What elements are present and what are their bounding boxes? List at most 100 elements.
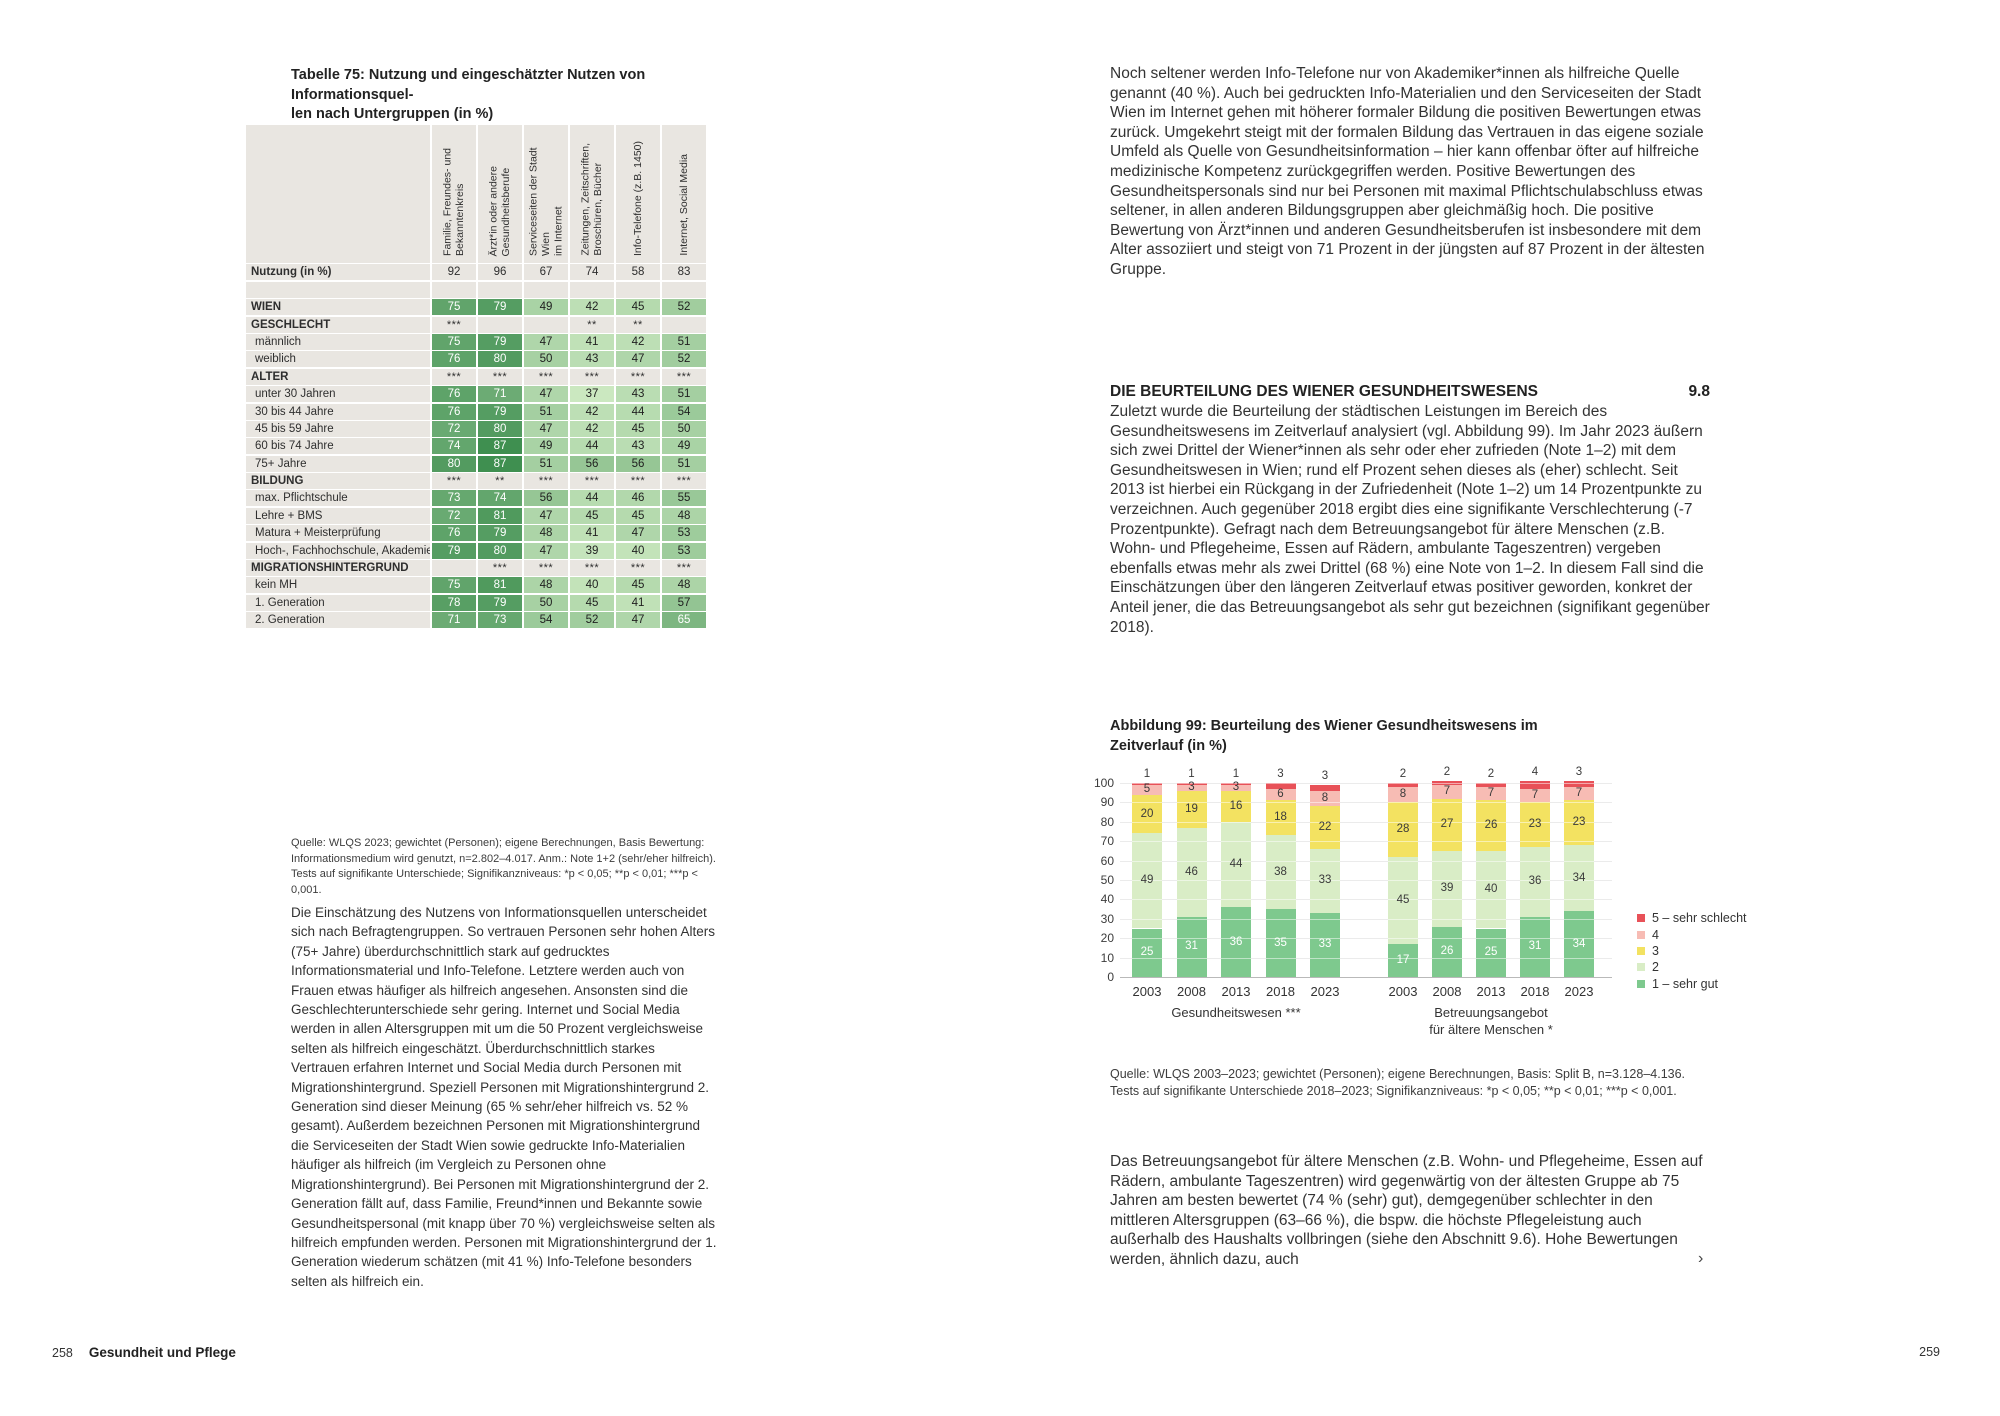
- bar-value-label: 20: [1140, 807, 1154, 820]
- group-label-line1: Gesundheitswesen ***: [1171, 1005, 1301, 1020]
- table-cell: [662, 316, 706, 333]
- bar-value-label: 18: [1274, 811, 1287, 824]
- gridline-overlay: [1120, 938, 1612, 940]
- bar-value-label: 2: [1399, 768, 1407, 780]
- x-axis-year-label: 2008: [1432, 984, 1462, 999]
- table-row-label: männlich: [246, 333, 430, 350]
- table-cell: 56: [616, 455, 660, 472]
- bar-value-label: 25: [1484, 946, 1498, 959]
- table-cell: 49: [524, 299, 568, 316]
- right-paragraph-2: Zuletzt wurde die Beurteilung der städti…: [1110, 403, 1710, 636]
- bar-value-label: 34: [1572, 937, 1586, 950]
- table-cell: 47: [616, 525, 660, 542]
- bar-value-label: 27: [1440, 818, 1454, 831]
- table-cell: **: [570, 316, 614, 333]
- table-column-header-label: Familie, Freundes- und Bekanntenkreis: [441, 148, 467, 256]
- gridline-overlay: [1120, 880, 1612, 881]
- table-cell: 49: [524, 438, 568, 455]
- table-cell: 56: [570, 455, 614, 472]
- bar-value-label: 4: [1531, 766, 1539, 779]
- table-cell: 50: [524, 594, 568, 611]
- table-cell: 44: [570, 438, 614, 455]
- bar-value-label: 49: [1140, 874, 1154, 887]
- bar-segment: [1265, 788, 1296, 801]
- table-cell: ***: [524, 473, 568, 490]
- figure-title: Abbildung 99: Beurteilung des Wiener Ges…: [1110, 717, 1590, 756]
- table-cell: 54: [662, 403, 706, 420]
- bar-segment: [1520, 916, 1550, 977]
- right-paragraph-3: Das Betreuungsangebot für ältere Mensche…: [1110, 1153, 1703, 1268]
- table-cell: [478, 316, 522, 333]
- y-axis-tick-label: 100: [1093, 776, 1114, 790]
- table-cell: 37: [570, 386, 614, 403]
- legend-label: 5 – sehr schlecht: [1652, 911, 1747, 926]
- bar-segment: [1432, 850, 1462, 927]
- table-cell: 78: [432, 594, 476, 611]
- bar-value-label: 22: [1318, 821, 1332, 834]
- figure-source-note: Quelle: WLQS 2003–2023; gewichtet (Perso…: [1110, 1067, 1686, 1098]
- bar-segment: [1265, 835, 1296, 910]
- table-column-header: Info-Telefone (z.B. 1450): [616, 125, 660, 263]
- table-cell: 47: [524, 542, 568, 559]
- table-cell: 75: [432, 299, 476, 316]
- bar-value-label: 1: [1188, 768, 1195, 780]
- bar-value-label: 38: [1274, 865, 1287, 878]
- bar-value-label: 36: [1528, 875, 1542, 888]
- table-cell: 43: [570, 351, 614, 368]
- bar-segment: [1388, 783, 1418, 787]
- table-cell: 51: [662, 333, 706, 350]
- table-cell: 58: [616, 264, 660, 281]
- bar-segment: [1476, 928, 1506, 977]
- legend-label: 1 – sehr gut: [1652, 976, 1719, 991]
- table-row-label: Lehre + BMS: [246, 507, 430, 524]
- bar-segment: [1388, 802, 1418, 857]
- table-cell: 45: [616, 577, 660, 594]
- table-cell: 48: [524, 577, 568, 594]
- table-cell: ***: [616, 368, 660, 385]
- table-cell: 76: [432, 386, 476, 403]
- table-cell: 51: [524, 403, 568, 420]
- bar-segment: [1520, 802, 1550, 847]
- bar-value-label: 33: [1318, 938, 1332, 951]
- bar-value-label: 8: [1321, 792, 1329, 805]
- table-cell: ***: [432, 473, 476, 490]
- bar-segment: [1221, 907, 1251, 977]
- bar-value-label: 34: [1572, 871, 1586, 884]
- table-cell: 45: [616, 507, 660, 524]
- table-column-header: Serviceseiten der Stadt Wien im Internet: [524, 125, 568, 263]
- table-title: Tabelle 75: Nutzung und eingeschätzter N…: [291, 66, 721, 125]
- table-row-label: Matura + Meisterprüfung: [246, 525, 430, 542]
- bar-value-label: 7: [1443, 785, 1451, 798]
- table-row-label: Nutzung (in %): [246, 264, 430, 281]
- table-cell: 42: [570, 299, 614, 316]
- bar-segment: [1476, 783, 1506, 787]
- table-cell: 73: [478, 612, 522, 629]
- table-cell: 47: [524, 333, 568, 350]
- bar-segment: [1432, 781, 1462, 785]
- table-cell: ***: [570, 473, 614, 490]
- bar-segment: [1221, 784, 1251, 791]
- table-cell: 47: [616, 612, 660, 629]
- y-axis-tick-label: 30: [1100, 911, 1114, 926]
- section-heading: DIE BEURTEILUNG DES WIENER GESUNDHEITSWE…: [1110, 383, 1539, 400]
- x-axis-year-label: 2018: [1266, 984, 1295, 999]
- table-cell: 52: [570, 612, 614, 629]
- gridline-overlay: [1120, 802, 1612, 804]
- y-axis-tick-label: 0: [1107, 970, 1114, 984]
- table-row-label: WIEN: [246, 299, 430, 316]
- footer-section-title: Gesundheit und Pflege: [88, 1345, 236, 1360]
- legend-item: 1 – sehr gut: [1637, 976, 1747, 992]
- table-cell: ***: [478, 368, 522, 385]
- table-cell: 96: [478, 264, 522, 281]
- bar-segment: [1388, 944, 1418, 977]
- table-cell: 42: [570, 420, 614, 437]
- table-cell: 41: [570, 333, 614, 350]
- bar-value-label: 17: [1396, 954, 1410, 966]
- chart-group-label: Gesundheitswesen ***: [1126, 1004, 1346, 1021]
- bar-segment: [1432, 926, 1462, 977]
- table-cell: 47: [524, 420, 568, 437]
- table-cell: ***: [524, 368, 568, 385]
- table-cell: 47: [616, 351, 660, 368]
- table-cell: ***: [662, 560, 706, 577]
- bar-value-label: 46: [1185, 865, 1198, 878]
